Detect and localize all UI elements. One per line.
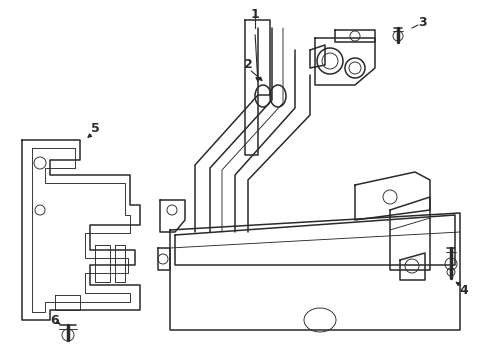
Text: 3: 3 bbox=[418, 15, 427, 28]
Text: 5: 5 bbox=[91, 122, 99, 135]
Text: 6: 6 bbox=[50, 314, 59, 327]
Text: 2: 2 bbox=[244, 58, 252, 72]
Text: 4: 4 bbox=[460, 284, 468, 297]
Text: 1: 1 bbox=[250, 8, 259, 21]
